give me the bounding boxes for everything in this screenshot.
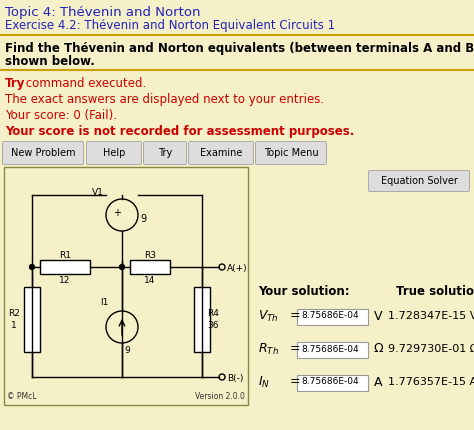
Text: 8.75686E-04: 8.75686E-04: [301, 344, 359, 353]
Text: +: +: [113, 208, 121, 218]
Text: New Problem: New Problem: [11, 148, 75, 159]
Text: A(+): A(+): [227, 264, 247, 273]
Text: Topic Menu: Topic Menu: [264, 148, 319, 159]
Text: =: =: [290, 375, 301, 388]
Text: =: =: [290, 310, 301, 322]
Text: 12: 12: [59, 276, 71, 285]
Text: Exercise 4.2: Thévenin and Norton Equivalent Circuits 1: Exercise 4.2: Thévenin and Norton Equiva…: [5, 19, 335, 32]
Text: 36: 36: [207, 321, 219, 330]
FancyBboxPatch shape: [2, 141, 83, 165]
Text: Try: Try: [158, 148, 172, 159]
Text: $R_{Th}$: $R_{Th}$: [258, 341, 279, 356]
Text: I1: I1: [100, 298, 109, 307]
Bar: [40, 260, 90, 274]
Text: True solution:: True solution:: [396, 285, 474, 298]
Circle shape: [119, 264, 125, 270]
Text: Topic 4: Thévenin and Norton: Topic 4: Thévenin and Norton: [5, 6, 201, 19]
Bar: [130, 260, 170, 274]
Text: Try: Try: [5, 77, 26, 90]
Text: 1.728347E-15 V: 1.728347E-15 V: [388, 311, 474, 321]
Text: R1: R1: [59, 251, 71, 260]
Text: 9: 9: [140, 214, 146, 224]
Text: The exact answers are displayed next to your entries.: The exact answers are displayed next to …: [5, 93, 324, 106]
FancyBboxPatch shape: [298, 375, 368, 390]
Text: Version 2.0.0: Version 2.0.0: [195, 392, 245, 401]
Text: R4: R4: [207, 309, 219, 318]
Text: Equation Solver: Equation Solver: [381, 176, 457, 187]
Text: $I_N$: $I_N$: [258, 375, 270, 390]
FancyBboxPatch shape: [255, 141, 327, 165]
Bar: [4, 167, 248, 405]
Text: 8.75686E-04: 8.75686E-04: [301, 311, 359, 320]
FancyBboxPatch shape: [298, 341, 368, 357]
Text: 9: 9: [124, 346, 130, 355]
Text: 1.776357E-15 A: 1.776357E-15 A: [388, 377, 474, 387]
Text: Find the Thévenin and Norton equivalents (between terminals A and B) of the circ: Find the Thévenin and Norton equivalents…: [5, 42, 474, 55]
Text: V1: V1: [92, 188, 104, 197]
Text: Examine: Examine: [200, 148, 242, 159]
Text: B(-): B(-): [227, 374, 243, 383]
Text: R3: R3: [144, 251, 156, 260]
Text: 1: 1: [11, 321, 17, 330]
FancyBboxPatch shape: [298, 308, 368, 325]
FancyBboxPatch shape: [86, 141, 142, 165]
Text: =: =: [290, 343, 301, 356]
Text: $V_{Th}$: $V_{Th}$: [258, 308, 279, 323]
Text: 9.729730E-01 Ω: 9.729730E-01 Ω: [388, 344, 474, 354]
Circle shape: [29, 264, 35, 270]
Text: R2: R2: [8, 309, 20, 318]
Text: V: V: [374, 310, 383, 322]
Text: command executed.: command executed.: [22, 77, 146, 90]
Text: shown below.: shown below.: [5, 55, 95, 68]
Text: Your solution:: Your solution:: [258, 285, 350, 298]
Text: Help: Help: [103, 148, 125, 159]
Text: Your score: 0 (Fail).: Your score: 0 (Fail).: [5, 109, 117, 122]
FancyBboxPatch shape: [189, 141, 254, 165]
Text: Your score is not recorded for assessment purposes.: Your score is not recorded for assessmen…: [5, 125, 355, 138]
Bar: [194, 287, 210, 352]
FancyBboxPatch shape: [368, 171, 470, 191]
Text: Ω: Ω: [374, 343, 383, 356]
Text: 14: 14: [144, 276, 155, 285]
Text: A: A: [374, 375, 383, 388]
Text: © PMcL: © PMcL: [7, 392, 36, 401]
FancyBboxPatch shape: [144, 141, 186, 165]
Bar: [24, 287, 40, 352]
Text: 8.75686E-04: 8.75686E-04: [301, 378, 359, 387]
